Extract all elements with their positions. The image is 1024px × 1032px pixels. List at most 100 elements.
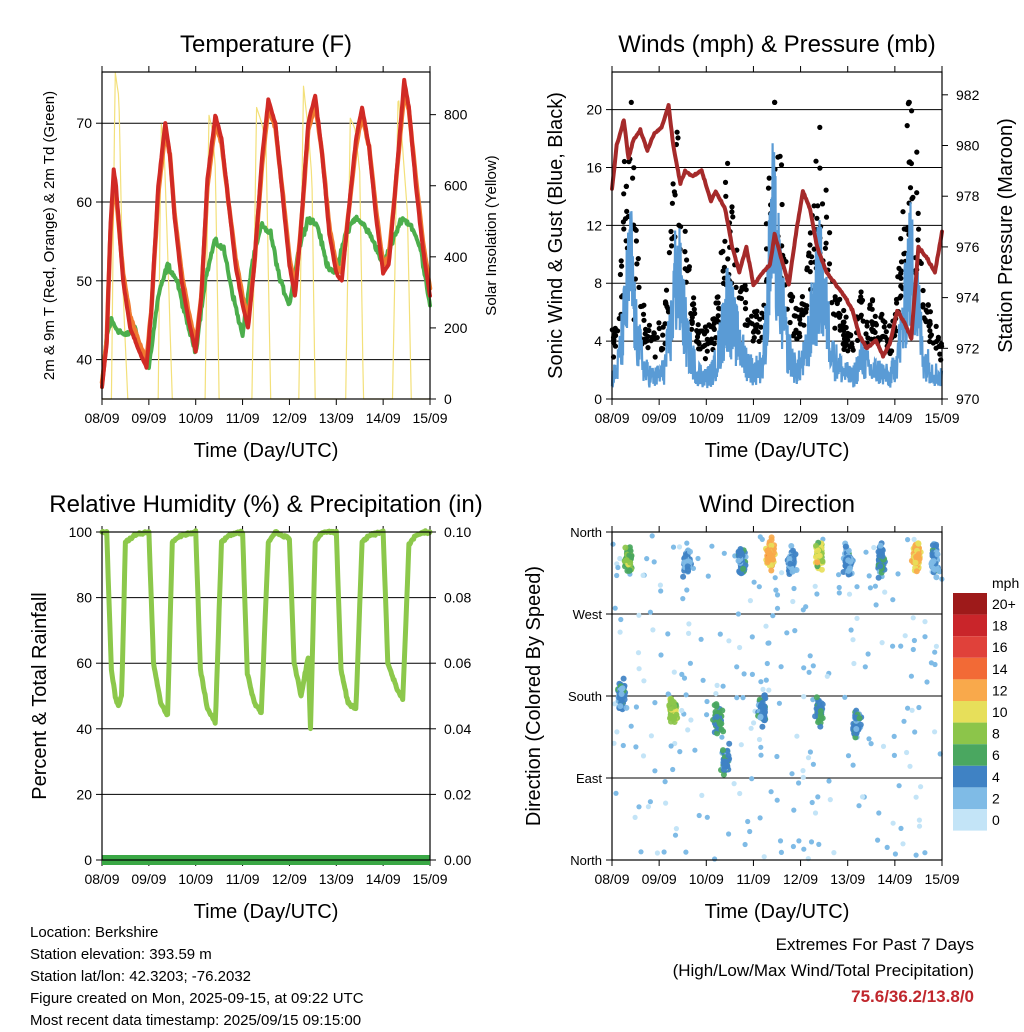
winds-gust-point (886, 323, 893, 329)
wind_direction-point (773, 587, 779, 593)
wind_direction-point (801, 846, 807, 852)
humidity-ytick-right-label: 0.10 (444, 524, 471, 540)
winds-gust-point (787, 319, 793, 326)
winds-gust-point (868, 336, 874, 342)
winds-gust-point (814, 215, 820, 221)
wind_direction-point (810, 663, 816, 669)
temperature-xtick-label: 14/09 (366, 410, 401, 426)
wind_direction-point (618, 691, 625, 697)
wind_direction-point (726, 638, 732, 644)
station-location: Location: Berkshire (30, 924, 159, 941)
wind_direction-point (657, 582, 664, 588)
humidity-xtick-label: 11/09 (226, 871, 260, 887)
winds-gust-point (710, 316, 716, 322)
wind_direction-point (719, 734, 725, 740)
wind_direction-point (612, 605, 618, 611)
speed-legend-swatch (953, 679, 987, 701)
wind_direction-point (789, 568, 796, 575)
winds-gust-point (684, 257, 690, 263)
wind_direction-point (853, 726, 860, 732)
winds-gust-point (697, 328, 703, 334)
wind_direction-point (645, 804, 652, 810)
wind_direction-point (654, 850, 661, 856)
wind_direction-point (680, 573, 687, 580)
wind_direction-point (677, 749, 683, 755)
wind_direction-point (845, 557, 852, 564)
winds-gust-point (898, 259, 905, 265)
wind_direction-frame (611, 531, 943, 861)
winds-gust-point (843, 324, 849, 331)
wind_direction-point (622, 544, 629, 551)
wind_direction-point (614, 729, 620, 735)
wind_direction-point (721, 550, 727, 556)
temperature-title: Temperature (F) (180, 31, 352, 58)
wind_direction-point (915, 553, 921, 560)
winds-gust-point (811, 203, 817, 209)
wind_direction-point (856, 803, 862, 809)
wind_direction-point (683, 849, 689, 855)
wind_direction-point (772, 575, 778, 581)
wind_direction-point (814, 591, 820, 597)
wind_direction-point (737, 790, 743, 797)
winds-gust-point (634, 261, 640, 267)
wind_direction-point (737, 644, 743, 651)
winds-gust-point (753, 325, 759, 331)
winds-gust-point (704, 348, 710, 354)
wind_direction-point (735, 611, 742, 617)
wind_direction-point (618, 616, 624, 623)
wind_direction-point (910, 646, 916, 653)
wind_direction-point (686, 630, 692, 637)
winds-gust-point (688, 318, 695, 324)
winds-gust-point (935, 336, 941, 342)
winds-gust-point (933, 323, 939, 329)
winds-gust-point (749, 313, 755, 319)
winds-xtick-label: 15/09 (924, 410, 959, 426)
wind_direction-point (714, 730, 721, 737)
speed-legend-swatch (953, 657, 987, 680)
wind_direction-point (815, 794, 821, 800)
wind_direction-point (620, 742, 626, 749)
winds-gust-point (739, 284, 745, 291)
humidity-ylabel-left: Percent & Total Rainfall (29, 592, 51, 800)
wind_direction-point (766, 640, 772, 646)
winds-gust-point (660, 332, 666, 338)
wind_direction-point (807, 653, 813, 659)
temperature-ytick-label: 40 (76, 352, 92, 368)
winds-xtick-label: 13/09 (830, 410, 865, 426)
wind_direction-point (692, 747, 698, 753)
winds-gust-point (631, 165, 637, 171)
winds-gust-point (791, 330, 798, 336)
wind_direction-point (671, 669, 677, 675)
wind_direction-point (617, 629, 623, 635)
winds-gust-point (936, 343, 942, 349)
winds-xtick-label: 11/09 (736, 410, 770, 426)
winds-gust-point (796, 331, 802, 337)
winds-gust-point (864, 323, 870, 329)
winds-ytick-label: 16 (586, 159, 602, 175)
wind_direction-point (816, 841, 822, 848)
temperature-xtick-label: 13/09 (319, 410, 354, 426)
wind_direction-point (913, 852, 919, 858)
wind_direction-point (865, 651, 871, 657)
humidity-ytick-right-label: 0.02 (444, 786, 471, 802)
winds-panel: Winds (mph) & Pressure (mb) 08/09 09/09 10/… (545, 31, 1017, 462)
wind_direction-point (877, 542, 884, 549)
humidity-ytick-label: 100 (69, 524, 93, 540)
winds-gust-point (827, 230, 833, 236)
wind_direction-point (845, 753, 852, 759)
winds-gust-point (729, 204, 735, 210)
temperature-ytick-right-label: 400 (444, 249, 468, 265)
wind_direction-point (672, 832, 679, 838)
winds-gust-point (723, 193, 729, 199)
extremes-values: 75.6/36.2/13.8/0 (851, 987, 974, 1006)
winds-title: Winds (mph) & Pressure (mb) (618, 31, 935, 58)
humidity-ytick-label: 80 (76, 590, 92, 606)
wind_direction-point (696, 812, 702, 819)
humidity-xtick-label: 10/09 (178, 871, 213, 887)
temperature-ytick-right-label: 600 (444, 178, 468, 194)
wind_direction-point (757, 815, 763, 821)
winds-gust-point (898, 283, 904, 289)
wind_direction-point (770, 613, 776, 619)
humidity-xtick-label: 08/09 (84, 871, 119, 887)
wind_direction-point (667, 705, 674, 712)
